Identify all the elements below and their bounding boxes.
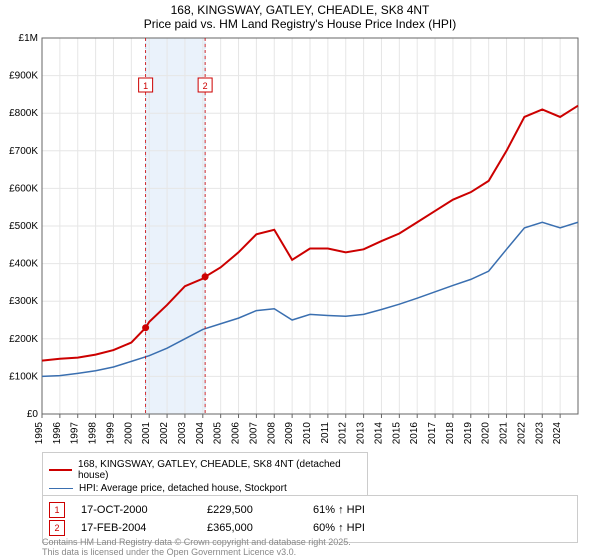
datapoint-price: £365,000 xyxy=(207,522,297,534)
svg-text:1996: 1996 xyxy=(52,422,63,445)
svg-text:£300K: £300K xyxy=(9,296,38,307)
svg-text:£200K: £200K xyxy=(9,334,38,345)
chart-container: 168, KINGSWAY, GATLEY, CHEADLE, SK8 4NT … xyxy=(0,0,600,560)
svg-text:£100K: £100K xyxy=(9,371,38,382)
legend-item: 168, KINGSWAY, GATLEY, CHEADLE, SK8 4NT … xyxy=(49,459,361,481)
svg-text:£1M: £1M xyxy=(19,33,38,44)
svg-text:2023: 2023 xyxy=(534,422,545,445)
legend-label: HPI: Average price, detached house, Stoc… xyxy=(79,483,287,494)
svg-text:1: 1 xyxy=(143,81,148,91)
legend: 168, KINGSWAY, GATLEY, CHEADLE, SK8 4NT … xyxy=(42,452,368,501)
svg-text:2003: 2003 xyxy=(177,422,188,445)
svg-text:£800K: £800K xyxy=(9,108,38,119)
datapoint-marker: 1 xyxy=(49,502,65,518)
svg-text:£500K: £500K xyxy=(9,221,38,232)
svg-text:2020: 2020 xyxy=(481,422,492,445)
svg-text:£0: £0 xyxy=(27,409,39,420)
svg-text:1995: 1995 xyxy=(34,422,45,445)
svg-text:£400K: £400K xyxy=(9,259,38,270)
svg-text:2013: 2013 xyxy=(356,422,367,445)
datapoint-delta: 61% ↑ HPI xyxy=(313,504,365,516)
svg-text:2017: 2017 xyxy=(427,422,438,445)
svg-text:2018: 2018 xyxy=(445,422,456,445)
legend-swatch xyxy=(49,488,73,489)
datapoint-row: 1 17-OCT-2000 £229,500 61% ↑ HPI xyxy=(49,502,571,518)
svg-text:1999: 1999 xyxy=(105,422,116,445)
datapoint-row: 2 17-FEB-2004 £365,000 60% ↑ HPI xyxy=(49,520,571,536)
legend-label: 168, KINGSWAY, GATLEY, CHEADLE, SK8 4NT … xyxy=(78,459,361,481)
svg-text:2010: 2010 xyxy=(302,422,313,445)
datapoint-delta: 60% ↑ HPI xyxy=(313,522,365,534)
svg-text:2015: 2015 xyxy=(391,422,402,445)
svg-text:2007: 2007 xyxy=(248,422,259,445)
svg-text:2011: 2011 xyxy=(320,422,331,444)
svg-text:2001: 2001 xyxy=(141,422,152,445)
datapoints-table: 1 17-OCT-2000 £229,500 61% ↑ HPI 2 17-FEB-200… xyxy=(42,495,578,543)
svg-text:2009: 2009 xyxy=(284,422,295,445)
svg-text:2016: 2016 xyxy=(409,422,420,445)
svg-text:£700K: £700K xyxy=(9,146,38,157)
svg-text:1998: 1998 xyxy=(88,422,99,445)
svg-text:2005: 2005 xyxy=(213,422,224,445)
datapoint-price: £229,500 xyxy=(207,504,297,516)
svg-text:2019: 2019 xyxy=(463,422,474,445)
legend-item: HPI: Average price, detached house, Stoc… xyxy=(49,483,361,494)
svg-text:2022: 2022 xyxy=(516,422,527,445)
datapoint-date: 17-FEB-2004 xyxy=(81,522,191,534)
svg-text:2: 2 xyxy=(203,81,208,91)
svg-text:2012: 2012 xyxy=(338,422,349,445)
footer: Contains HM Land Registry data © Crown c… xyxy=(42,538,351,558)
svg-text:£600K: £600K xyxy=(9,183,38,194)
svg-text:1997: 1997 xyxy=(70,422,81,445)
svg-text:2004: 2004 xyxy=(195,422,206,445)
svg-text:2000: 2000 xyxy=(123,422,134,445)
svg-text:£900K: £900K xyxy=(9,71,38,82)
footer-line-2: This data is licensed under the Open Gov… xyxy=(42,548,351,558)
svg-text:2024: 2024 xyxy=(552,422,563,445)
svg-text:2002: 2002 xyxy=(159,422,170,445)
line-chart: £0 £100K £200K £300K £400K £500K £600K £700K £80… xyxy=(0,0,600,450)
legend-swatch xyxy=(49,469,72,471)
datapoint-date: 17-OCT-2000 xyxy=(81,504,191,516)
svg-text:2021: 2021 xyxy=(499,422,510,445)
svg-text:2006: 2006 xyxy=(231,422,242,445)
datapoint-marker: 2 xyxy=(49,520,65,536)
svg-text:2014: 2014 xyxy=(373,422,384,445)
svg-text:2008: 2008 xyxy=(266,422,277,445)
